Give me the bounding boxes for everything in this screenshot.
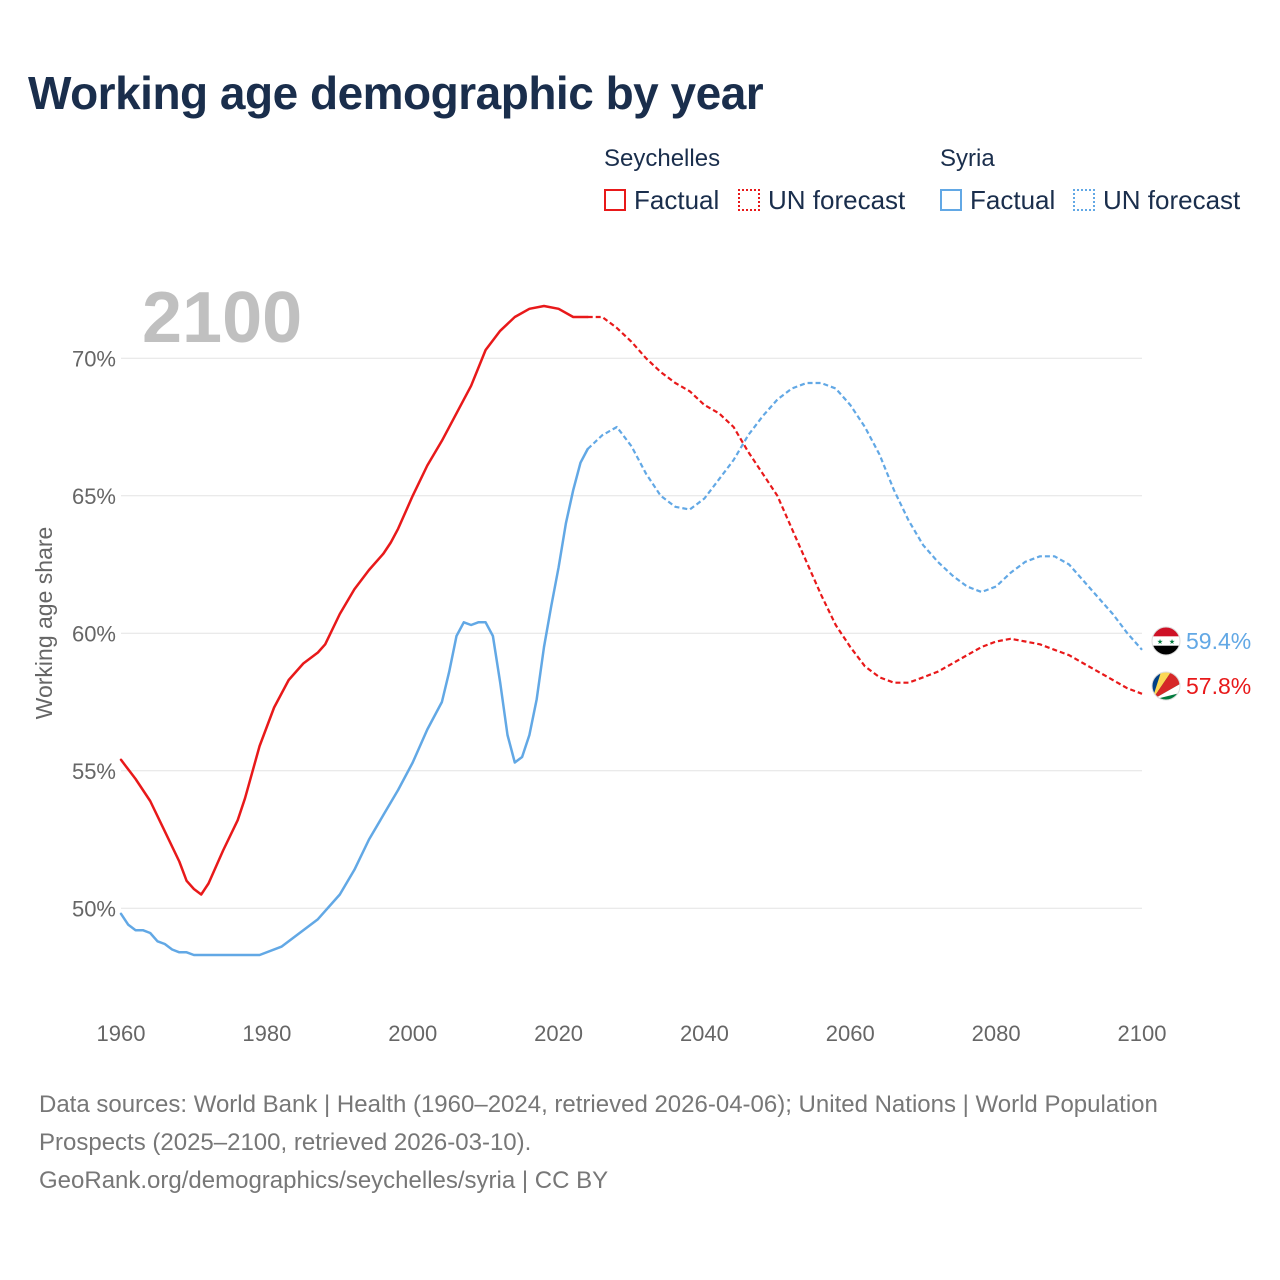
end-value-label-seychelles: 57.8% bbox=[1186, 673, 1251, 699]
x-tick-label: 1960 bbox=[97, 1021, 146, 1046]
y-tick-label: 60% bbox=[72, 621, 116, 646]
data-sources: Data sources: World Bank | Health (1960–… bbox=[39, 1091, 1158, 1156]
x-tick-label: 2020 bbox=[534, 1021, 583, 1046]
dotted-swatch-icon bbox=[738, 189, 760, 211]
seychelles-flag-icon bbox=[1151, 671, 1181, 701]
legend-label: Factual bbox=[970, 184, 1056, 215]
x-tick-label: 2100 bbox=[1118, 1021, 1167, 1046]
line-chart: 2100 50% 55% 60% 65% 70% 1960 1980 2000 2020 2040… bbox=[31, 278, 1251, 1046]
y-axis-label: Working age share bbox=[31, 527, 57, 720]
solid-swatch-icon bbox=[604, 189, 626, 211]
end-value-label-syria: 59.4% bbox=[1186, 628, 1251, 654]
y-tick-label: 50% bbox=[72, 896, 116, 921]
legend-label: Factual bbox=[634, 184, 720, 215]
credit-link[interactable]: GeoRank.org/demographics/seychelles/syri… bbox=[39, 1167, 609, 1194]
x-tick-label: 2080 bbox=[972, 1021, 1021, 1046]
x-tick-label: 2040 bbox=[680, 1021, 729, 1046]
y-tick-label: 70% bbox=[72, 346, 116, 371]
series-line-syria-forecast[interactable] bbox=[586, 381, 1143, 651]
legend-seychelles-factual[interactable]: Factual bbox=[604, 184, 720, 215]
year-watermark: 2100 bbox=[142, 278, 302, 358]
series-line-seychelles-factual[interactable] bbox=[119, 304, 589, 896]
chart-title: Working age demographic by year bbox=[28, 67, 764, 119]
syria-flag-icon: ★ ★ bbox=[1151, 626, 1181, 656]
x-tick-label: 2060 bbox=[826, 1021, 875, 1046]
legend-label: UN forecast bbox=[768, 184, 906, 215]
legend-group-seychelles: Seychelles bbox=[604, 145, 721, 172]
legend-syria-forecast[interactable]: UN forecast bbox=[1073, 184, 1241, 215]
svg-text:★: ★ bbox=[1169, 638, 1175, 646]
y-tick-label: 65% bbox=[72, 484, 116, 509]
y-tick-label: 55% bbox=[72, 759, 116, 784]
dotted-swatch-icon bbox=[1073, 189, 1095, 211]
solid-swatch-icon bbox=[940, 189, 962, 211]
x-tick-label: 2000 bbox=[388, 1021, 437, 1046]
legend-syria-factual[interactable]: Factual bbox=[940, 184, 1056, 215]
legend-seychelles-forecast[interactable]: UN forecast bbox=[738, 184, 906, 215]
x-tick-label: 1980 bbox=[242, 1021, 291, 1046]
series-line-seychelles-forecast[interactable] bbox=[587, 315, 1143, 695]
series-line-syria-factual[interactable] bbox=[119, 447, 589, 957]
footer: Data sources: World Bank | Health (1960–… bbox=[39, 1086, 1189, 1200]
svg-text:★: ★ bbox=[1157, 638, 1163, 646]
legend-group-syria: Syria bbox=[940, 145, 995, 172]
legend-label: UN forecast bbox=[1103, 184, 1241, 215]
